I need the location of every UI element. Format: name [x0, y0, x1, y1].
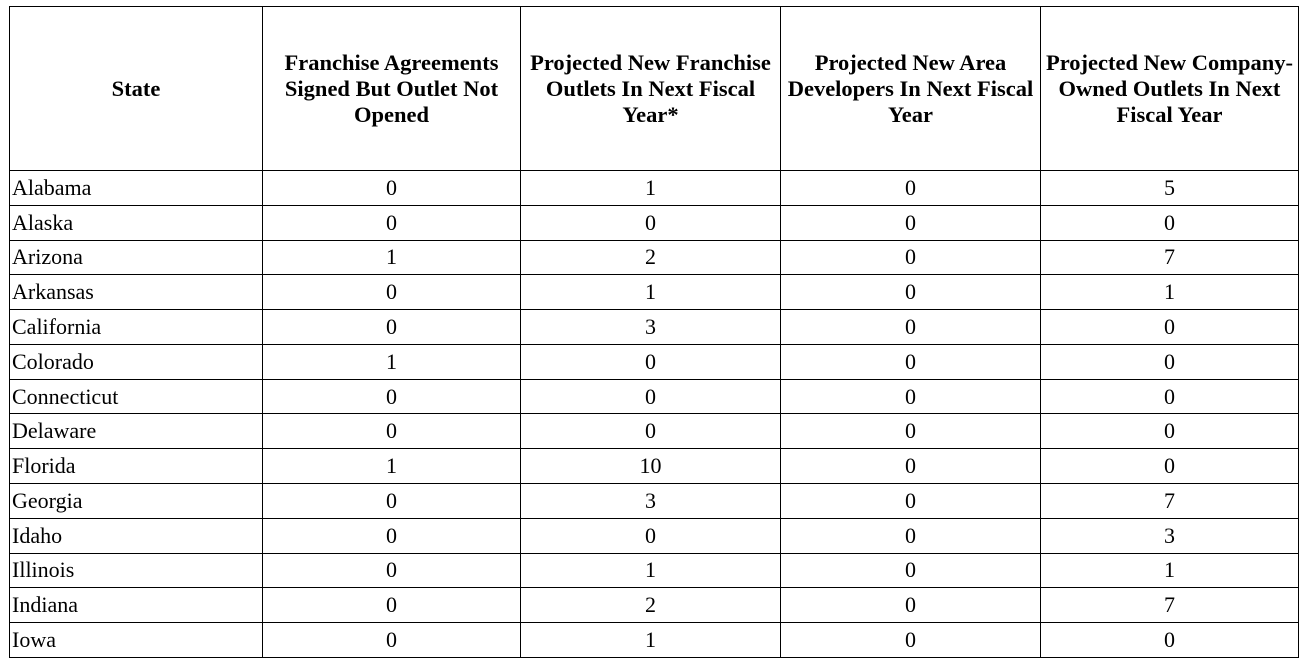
agreements-signed-cell: 1 — [262, 239, 521, 276]
table-row: Alaska 0 0 0 0 — [9, 204, 1299, 241]
projected-area-developers-cell: 0 — [780, 204, 1041, 241]
projected-company-owned-outlets-cell: 7 — [1040, 483, 1299, 519]
header-projected-area-developers: Projected New Area Developers In Next Fi… — [780, 6, 1041, 171]
agreements-signed-cell: 0 — [262, 274, 521, 311]
table-body: Alabama 0 1 0 5 Alaska 0 0 0 0 Arizona 1 2 0 7 Arkansas… — [9, 170, 1299, 658]
header-state: State — [9, 6, 263, 171]
state-cell: Georgia — [9, 483, 263, 519]
table-row: Arkansas 0 1 0 1 — [9, 274, 1299, 311]
agreements-signed-cell: 0 — [262, 309, 521, 345]
projected-franchise-outlets-cell: 3 — [520, 483, 781, 519]
state-cell: Arizona — [9, 239, 263, 276]
header-projected-franchise-outlets: Projected New Franchise Outlets In Next … — [520, 6, 781, 171]
state-cell: Alabama — [9, 170, 263, 206]
projected-franchise-outlets-cell: 10 — [520, 448, 781, 485]
projected-area-developers-cell: 0 — [780, 378, 1041, 415]
projected-company-owned-outlets-cell: 7 — [1040, 239, 1299, 276]
table-row: Iowa 0 1 0 0 — [9, 622, 1299, 658]
projected-franchise-outlets-cell: 0 — [520, 204, 781, 241]
projected-area-developers-cell: 0 — [780, 587, 1041, 624]
agreements-signed-cell: 1 — [262, 448, 521, 485]
projected-area-developers-cell: 0 — [780, 483, 1041, 519]
state-cell: Iowa — [9, 622, 263, 658]
projected-area-developers-cell: 0 — [780, 309, 1041, 345]
projected-franchise-outlets-cell: 0 — [520, 413, 781, 450]
agreements-signed-cell: 0 — [262, 204, 521, 241]
agreements-signed-cell: 0 — [262, 170, 521, 206]
projected-franchise-outlets-cell: 2 — [520, 239, 781, 276]
table-row: Connecticut 0 0 0 0 — [9, 378, 1299, 415]
projected-company-owned-outlets-cell: 5 — [1040, 170, 1299, 206]
projected-company-owned-outlets-cell: 0 — [1040, 343, 1299, 380]
agreements-signed-cell: 0 — [262, 622, 521, 658]
header-row: State Franchise Agreements Signed But Ou… — [9, 6, 1299, 171]
projected-area-developers-cell: 0 — [780, 517, 1041, 554]
agreements-signed-cell: 0 — [262, 378, 521, 415]
table-row: Delaware 0 0 0 0 — [9, 413, 1299, 450]
projected-area-developers-cell: 0 — [780, 448, 1041, 485]
table-row: Illinois 0 1 0 1 — [9, 552, 1299, 589]
projected-franchise-outlets-cell: 1 — [520, 274, 781, 311]
agreements-signed-cell: 0 — [262, 552, 521, 589]
table-row: Florida 1 10 0 0 — [9, 448, 1299, 485]
header-projected-company-owned-outlets: Projected New Company-Owned Outlets In N… — [1040, 6, 1299, 171]
projected-franchise-outlets-cell: 1 — [520, 170, 781, 206]
state-cell: California — [9, 309, 263, 345]
header-agreements-signed: Franchise Agreements Signed But Outlet N… — [262, 6, 521, 171]
table-row: Idaho 0 0 0 3 — [9, 517, 1299, 554]
projected-franchise-outlets-cell: 2 — [520, 587, 781, 624]
agreements-signed-cell: 0 — [262, 587, 521, 624]
projected-area-developers-cell: 0 — [780, 552, 1041, 589]
state-cell: Illinois — [9, 552, 263, 589]
projected-franchise-outlets-cell: 0 — [520, 378, 781, 415]
projected-area-developers-cell: 0 — [780, 343, 1041, 380]
projected-franchise-outlets-cell: 3 — [520, 309, 781, 345]
projected-franchise-outlets-cell: 1 — [520, 622, 781, 658]
projected-area-developers-cell: 0 — [780, 274, 1041, 311]
agreements-signed-cell: 0 — [262, 483, 521, 519]
projected-company-owned-outlets-cell: 0 — [1040, 204, 1299, 241]
agreements-signed-cell: 0 — [262, 517, 521, 554]
state-cell: Connecticut — [9, 378, 263, 415]
agreements-signed-cell: 1 — [262, 343, 521, 380]
agreements-signed-cell: 0 — [262, 413, 521, 450]
state-cell: Colorado — [9, 343, 263, 380]
projected-area-developers-cell: 0 — [780, 239, 1041, 276]
projected-company-owned-outlets-cell: 0 — [1040, 413, 1299, 450]
projected-company-owned-outlets-cell: 7 — [1040, 587, 1299, 624]
projected-franchise-outlets-cell: 1 — [520, 552, 781, 589]
state-cell: Delaware — [9, 413, 263, 450]
projected-company-owned-outlets-cell: 0 — [1040, 378, 1299, 415]
projected-area-developers-cell: 0 — [780, 622, 1041, 658]
projected-company-owned-outlets-cell: 1 — [1040, 552, 1299, 589]
projected-franchise-outlets-cell: 0 — [520, 517, 781, 554]
table-row: Alabama 0 1 0 5 — [9, 170, 1299, 206]
franchise-projection-table: State Franchise Agreements Signed But Ou… — [9, 6, 1299, 658]
state-cell: Alaska — [9, 204, 263, 241]
state-cell: Arkansas — [9, 274, 263, 311]
state-cell: Florida — [9, 448, 263, 485]
table-row: Indiana 0 2 0 7 — [9, 587, 1299, 624]
state-cell: Indiana — [9, 587, 263, 624]
table-row: Colorado 1 0 0 0 — [9, 343, 1299, 380]
table-row: Arizona 1 2 0 7 — [9, 239, 1299, 276]
table-row: Georgia 0 3 0 7 — [9, 483, 1299, 519]
projected-company-owned-outlets-cell: 0 — [1040, 309, 1299, 345]
state-cell: Idaho — [9, 517, 263, 554]
projected-company-owned-outlets-cell: 3 — [1040, 517, 1299, 554]
projected-franchise-outlets-cell: 0 — [520, 343, 781, 380]
projected-company-owned-outlets-cell: 0 — [1040, 622, 1299, 658]
projected-area-developers-cell: 0 — [780, 170, 1041, 206]
projected-company-owned-outlets-cell: 0 — [1040, 448, 1299, 485]
table-row: California 0 3 0 0 — [9, 309, 1299, 345]
projected-area-developers-cell: 0 — [780, 413, 1041, 450]
projected-company-owned-outlets-cell: 1 — [1040, 274, 1299, 311]
